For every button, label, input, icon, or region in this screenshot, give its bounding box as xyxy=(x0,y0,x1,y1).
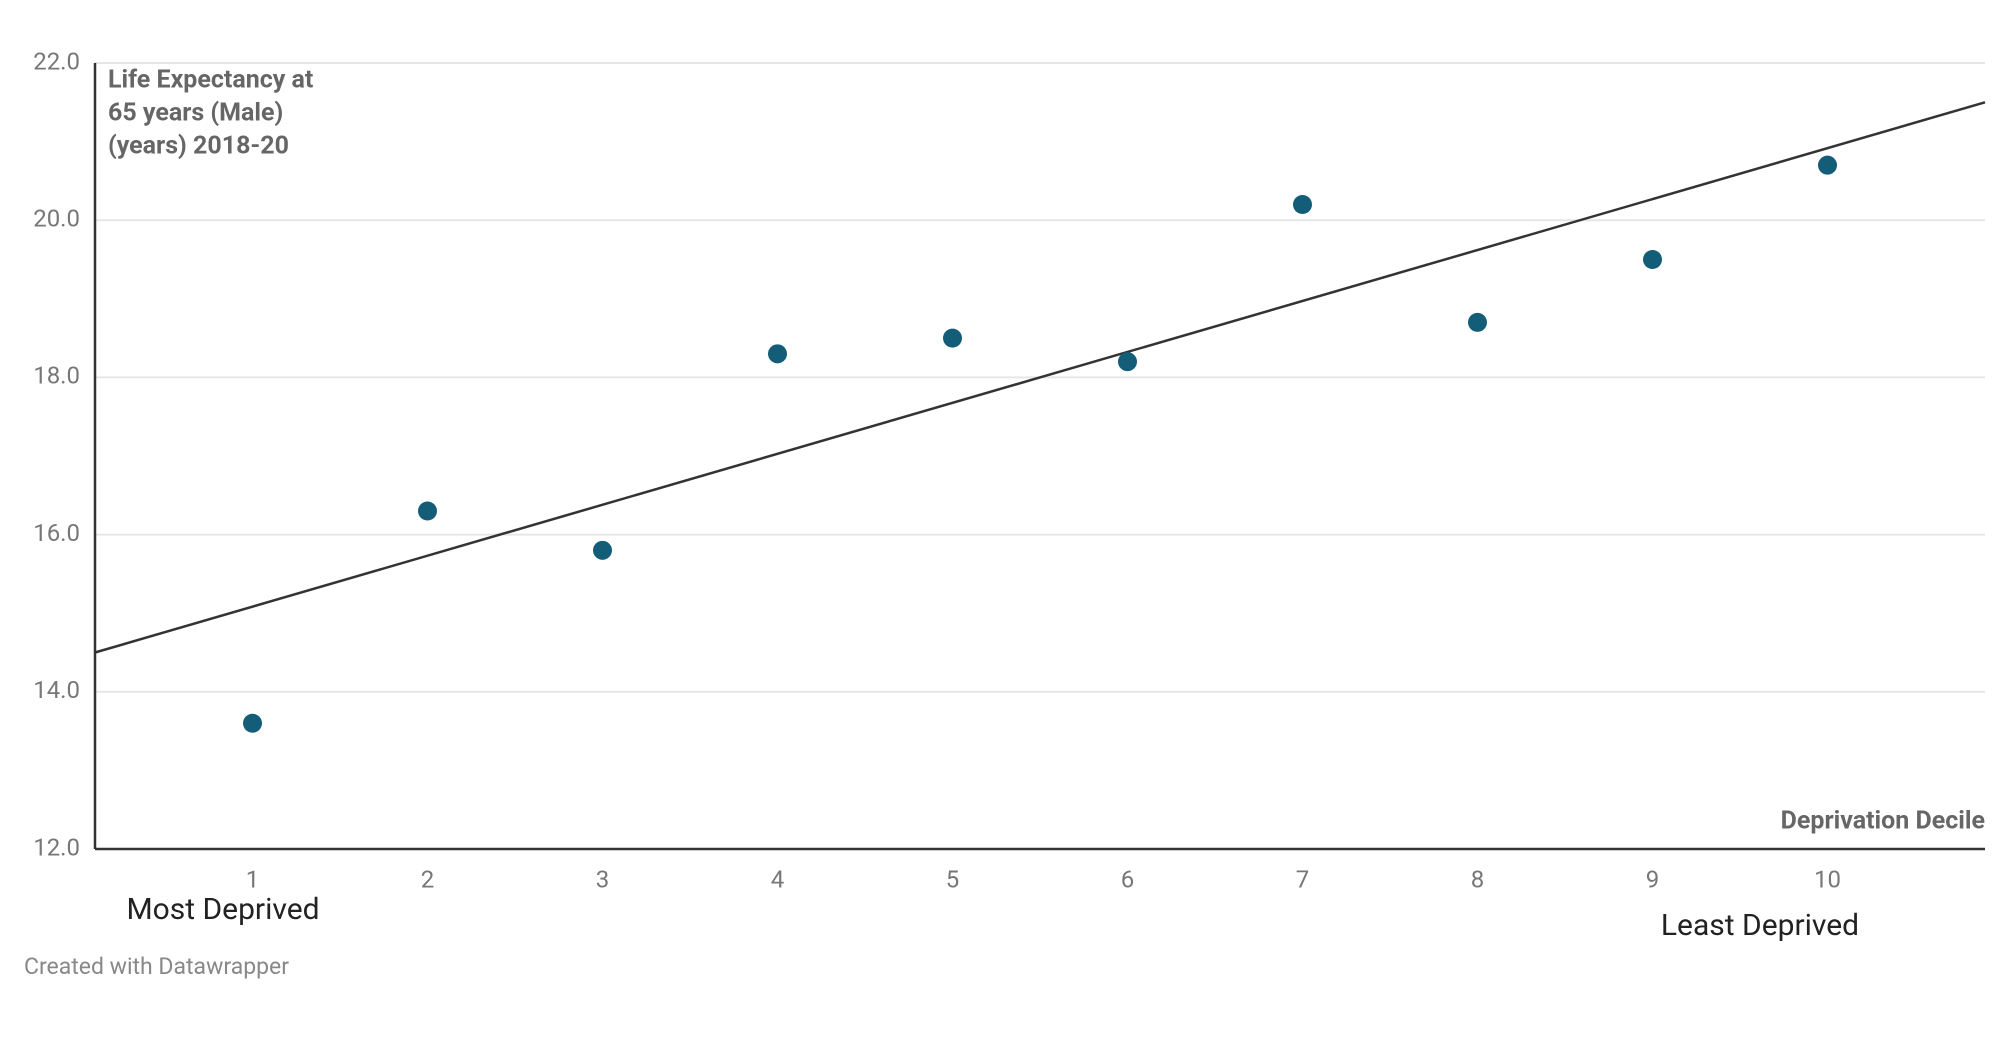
point xyxy=(243,713,262,733)
x-tick-label: 1 xyxy=(246,865,260,893)
trendline xyxy=(94,101,1986,654)
y-axis-title: 65 years (Male) xyxy=(108,99,283,128)
annotation: Most Deprived xyxy=(126,892,319,927)
x-tick-label: 5 xyxy=(946,865,960,893)
x-tick-label: 3 xyxy=(596,865,610,893)
point xyxy=(593,540,612,560)
y-axis-title: Life Expectancy at xyxy=(108,66,313,95)
point xyxy=(943,328,962,348)
x-tick-label: 8 xyxy=(1471,865,1485,893)
x-tick-label: 10 xyxy=(1814,865,1841,893)
annotation: Least Deprived xyxy=(1661,908,1859,943)
point xyxy=(1118,352,1137,372)
point xyxy=(1818,155,1837,175)
y-tick-label: 22.0 xyxy=(33,47,80,75)
point xyxy=(1293,194,1312,214)
point xyxy=(768,344,787,364)
y-axis-title: (years) 2018-20 xyxy=(108,132,289,161)
y-tick-label: 18.0 xyxy=(33,362,80,390)
point xyxy=(1468,312,1487,332)
x-tick-label: 6 xyxy=(1121,865,1135,893)
x-tick-label: 7 xyxy=(1296,865,1310,893)
x-tick-label: 9 xyxy=(1646,865,1660,893)
footer: Created with Datawrapper xyxy=(24,953,289,980)
y-tick-label: 14.0 xyxy=(33,676,80,704)
x-tick-label: 2 xyxy=(421,865,435,893)
point xyxy=(418,501,437,521)
y-tick-label: 20.0 xyxy=(33,205,80,233)
x-axis-title: Deprivation Decile xyxy=(1781,807,1985,836)
y-tick-label: 16.0 xyxy=(33,519,80,547)
x-tick-label: 4 xyxy=(771,865,785,893)
point xyxy=(1643,250,1662,269)
y-tick-label: 12.0 xyxy=(33,833,80,861)
